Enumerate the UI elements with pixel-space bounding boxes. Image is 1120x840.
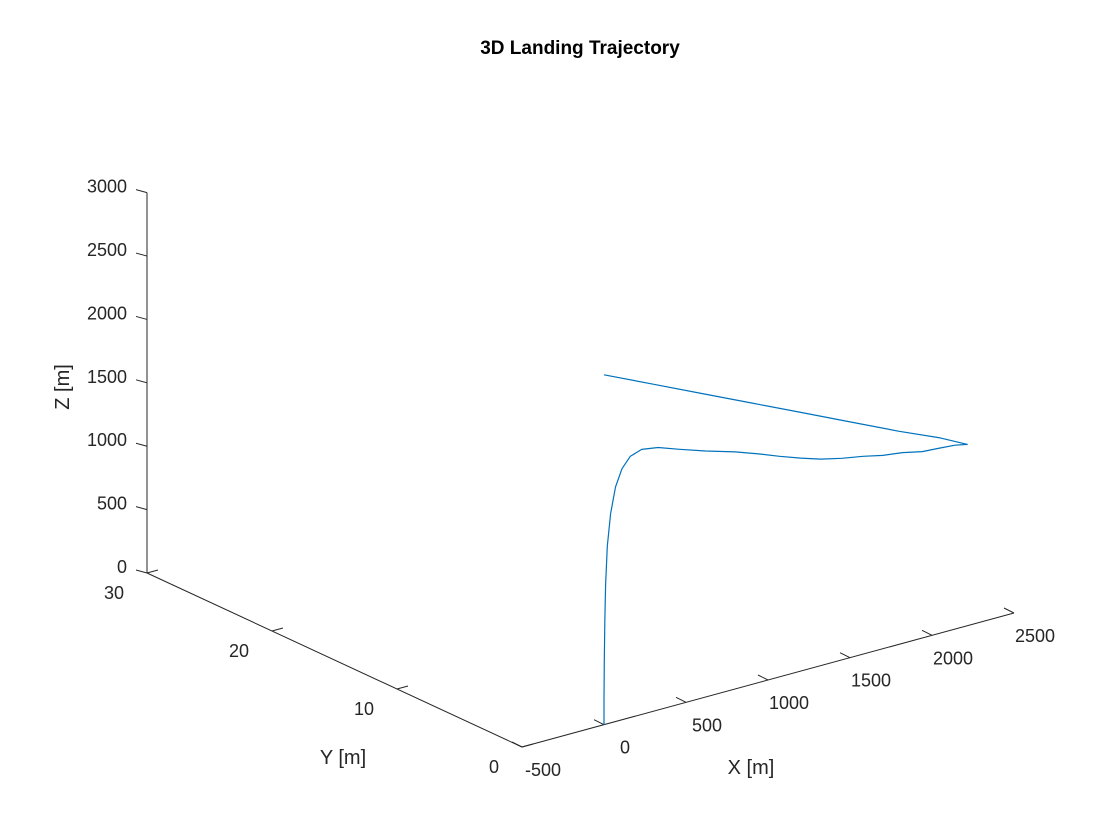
axes-3d — [135, 189, 1015, 748]
y-tick-label: 0 — [489, 757, 499, 777]
chart-title: 3D Landing Trajectory — [480, 38, 680, 59]
z-tick-mark — [135, 569, 148, 574]
z-tick-mark — [135, 506, 148, 511]
y-tick-label: 10 — [354, 699, 374, 719]
x-tick-label: 0 — [620, 738, 630, 758]
y-tick-label: 30 — [104, 583, 124, 603]
z-tick-label: 2500 — [87, 240, 127, 260]
z-tick-mark — [135, 315, 148, 320]
y-axis-line — [146, 572, 523, 748]
x-tick-mark — [757, 674, 769, 681]
y-tick-mark — [396, 685, 409, 690]
x-tick-label: -500 — [525, 760, 561, 780]
y-axis-label: Y [m] — [320, 747, 366, 769]
x-tick-mark — [511, 741, 523, 748]
plot-area — [603, 374, 968, 725]
x-tick-mark — [675, 696, 687, 703]
z-tick-mark — [135, 252, 148, 257]
y-tick-mark — [146, 569, 159, 574]
y-tick-mark — [521, 743, 534, 748]
x-tick-mark — [839, 652, 851, 659]
trajectory-line — [603, 374, 968, 725]
x-tick-mark — [1003, 607, 1015, 614]
z-tick-label: 1000 — [87, 430, 127, 450]
x-tick-label: 2000 — [933, 648, 973, 668]
x-tick-label: 500 — [692, 715, 722, 735]
z-tick-mark — [135, 379, 148, 384]
x-tick-label: 1000 — [769, 693, 809, 713]
x-tick-label: 2500 — [1015, 626, 1055, 646]
y-tick-mark — [271, 627, 284, 632]
z-axis-label: Z [m] — [52, 364, 74, 410]
z-tick-label: 1500 — [87, 367, 127, 387]
z-tick-mark — [135, 189, 148, 194]
x-tick-label: 1500 — [851, 671, 891, 691]
z-tick-label: 500 — [97, 494, 127, 514]
x-tick-mark — [593, 719, 605, 726]
z-tick-label: 2000 — [87, 303, 127, 323]
z-tick-label: 3000 — [87, 177, 127, 197]
z-tick-mark — [135, 442, 148, 447]
x-tick-mark — [921, 629, 933, 636]
z-tick-label: 0 — [117, 557, 127, 577]
tick-labels: -500 0 500 1000 1500 2000 2500 0 10 20 30 0 500 1000 1… — [87, 177, 1055, 780]
x-axis-label: X [m] — [728, 757, 775, 779]
y-tick-label: 20 — [229, 641, 249, 661]
